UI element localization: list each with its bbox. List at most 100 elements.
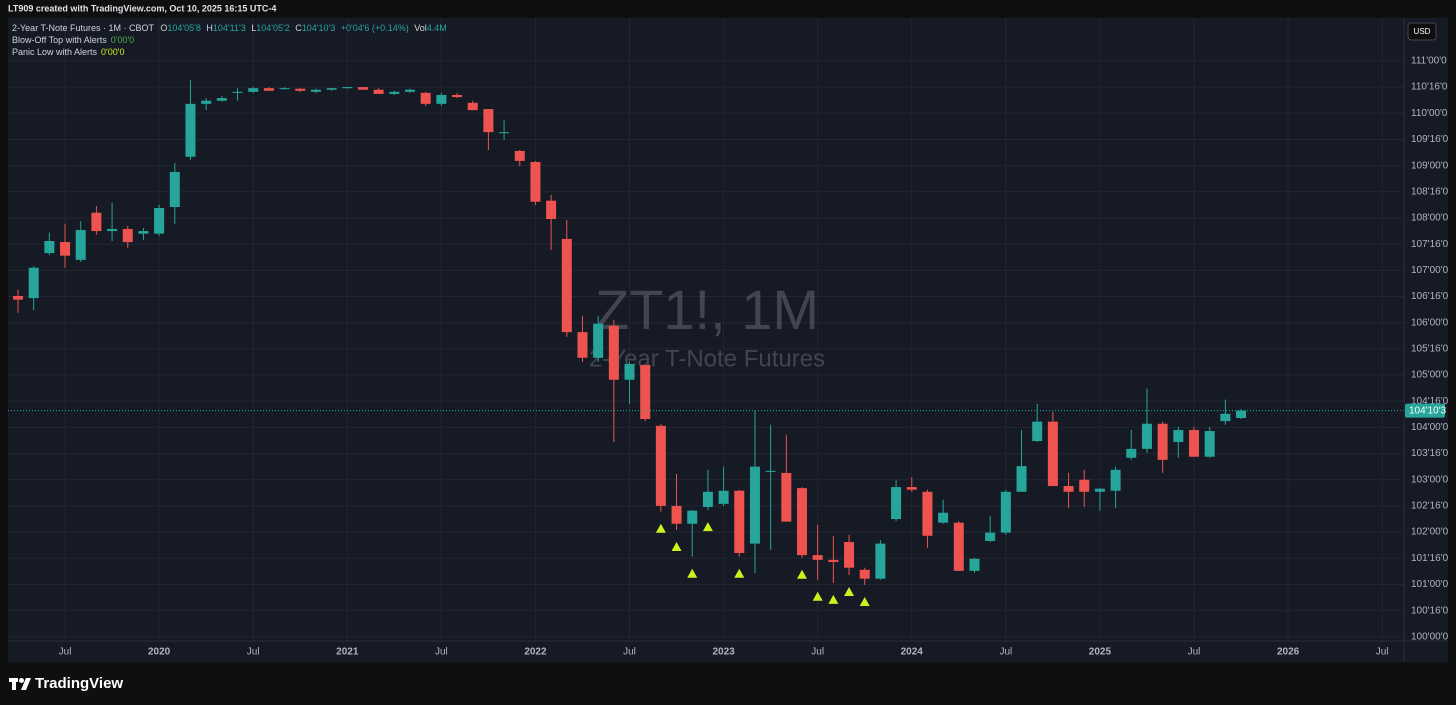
brand: TradingView <box>35 675 123 692</box>
candle-body <box>154 208 165 234</box>
candle-body <box>655 425 666 506</box>
candle-body <box>781 472 792 522</box>
legend-key: C <box>295 23 302 33</box>
legend-key: H <box>206 23 213 33</box>
x-tick-label: Jul <box>811 647 824 658</box>
y-tick-label: 109'00'0 <box>1411 160 1449 171</box>
candle-body <box>326 88 337 90</box>
indicator-value: 0'00'0 <box>101 47 124 57</box>
candle-body <box>499 132 510 134</box>
candle-body <box>28 267 39 299</box>
candle-body <box>1157 423 1168 460</box>
y-tick-label: 108'16'0 <box>1411 186 1449 197</box>
y-tick-label: 100'00'0 <box>1411 631 1449 642</box>
candle-body <box>1220 413 1231 422</box>
candle-body <box>452 94 463 98</box>
candle-body <box>938 512 949 523</box>
indicator-legend: Blow-Off Top with Alerts 0'00'0 <box>12 35 134 45</box>
candle-body <box>985 532 996 542</box>
y-tick-label: 107'16'0 <box>1411 239 1449 250</box>
currency-button[interactable] <box>1407 22 1437 41</box>
candle-body <box>107 228 118 232</box>
legend-value: 104'05'2 <box>256 23 289 33</box>
legend-key: L <box>251 23 256 33</box>
ohlc-legend: 2-Year T-Note Futures · 1M · CBOT O104'0… <box>12 23 447 33</box>
candle-body <box>279 88 290 90</box>
candle-body <box>702 491 713 507</box>
panic-low-signal <box>828 594 839 604</box>
credit: LT909 created with TradingView.com, Oct … <box>8 3 276 13</box>
candle-body <box>593 323 604 358</box>
candle-body <box>357 87 368 90</box>
y-tick-label: 110'16'0 <box>1411 82 1448 93</box>
candle-body <box>608 325 619 380</box>
candle-body <box>13 295 23 300</box>
y-tick-label: 103'16'0 <box>1411 448 1449 459</box>
y-tick-label: 105'00'0 <box>1411 370 1449 381</box>
y-tick-label: 102'16'0 <box>1411 501 1449 512</box>
candle-body <box>436 94 447 104</box>
candle-body <box>1079 479 1090 492</box>
currency-label[interactable]: USD <box>1414 27 1431 36</box>
panic-low-signal <box>859 596 870 606</box>
candle-body <box>624 364 635 380</box>
x-tick-label: 2026 <box>1277 647 1300 658</box>
x-tick-label: 2021 <box>336 647 359 658</box>
candle-body <box>201 100 212 104</box>
candle-body <box>1032 421 1043 442</box>
candle-body <box>530 161 541 202</box>
watermark-subtitle: 2-Year T-Note Futures <box>589 345 825 372</box>
candle-body <box>969 558 980 571</box>
candle-body <box>138 231 149 234</box>
candle-body <box>828 559 839 562</box>
candle-body <box>169 171 180 207</box>
x-tick-label: Jul <box>1188 647 1201 658</box>
candle-body <box>310 89 321 92</box>
candle-body <box>248 88 259 92</box>
y-tick-label: 106'16'0 <box>1411 291 1449 302</box>
watermark: ZT1!, 1M <box>595 278 819 341</box>
y-tick-label: 100'16'0 <box>1411 605 1449 616</box>
candles <box>8 79 1404 606</box>
legend-value: 4.4M <box>427 23 447 33</box>
candle-body <box>671 505 682 524</box>
candle-body <box>906 487 917 490</box>
x-tick-label: 2023 <box>712 647 735 658</box>
y-tick-label: 109'16'0 <box>1411 134 1449 145</box>
candle-body <box>1173 430 1184 443</box>
candle-body <box>812 555 823 560</box>
x-tick-label: 2025 <box>1089 647 1112 658</box>
logo-part <box>19 678 24 683</box>
panic-low-signal <box>812 591 823 601</box>
candle-body <box>44 241 55 254</box>
legend-key: Vol <box>414 23 427 33</box>
candle-body <box>718 490 729 504</box>
x-tick-label: 2020 <box>148 647 171 658</box>
panic-low-signal <box>671 542 682 552</box>
candle-body <box>640 365 651 420</box>
candle-body <box>263 88 274 91</box>
candle-body <box>734 490 745 554</box>
candle-body <box>844 542 855 568</box>
y-tick-label: 108'00'0 <box>1411 213 1449 224</box>
y-tick-label: 110'00'0 <box>1411 108 1448 119</box>
candle-body <box>232 91 243 93</box>
candle-body <box>60 242 71 256</box>
panic-low-signal <box>797 569 807 579</box>
x-tick-label: Jul <box>59 647 72 658</box>
candle-body <box>1016 466 1027 492</box>
x-tick-label: 2022 <box>524 647 547 658</box>
candle-body <box>1141 423 1152 449</box>
candle-body <box>75 230 86 260</box>
candle-body <box>91 212 102 232</box>
logo-part <box>12 678 16 690</box>
indicator-legend: Panic Low with Alerts 0'00'0 <box>12 47 125 57</box>
y-tick-label: 101'16'0 <box>1411 553 1449 564</box>
x-tick-label: Jul <box>435 647 448 658</box>
candle-body <box>373 89 384 94</box>
panic-low-signal <box>844 587 855 597</box>
candle-body <box>1000 491 1011 533</box>
candle-body <box>483 109 494 133</box>
candle-body <box>859 569 870 579</box>
